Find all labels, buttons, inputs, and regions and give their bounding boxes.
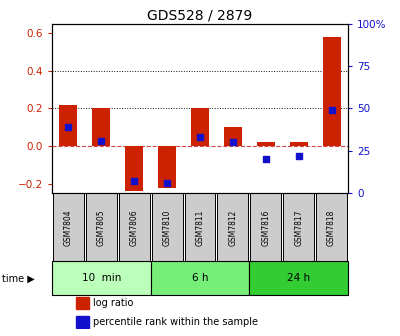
- Bar: [152, 194, 182, 261]
- Text: GSM7812: GSM7812: [228, 209, 237, 246]
- Text: GSM7816: GSM7816: [261, 209, 270, 246]
- Point: [164, 180, 170, 186]
- Bar: [316, 194, 347, 261]
- Text: GSM7811: GSM7811: [196, 209, 204, 246]
- Bar: [151, 261, 249, 295]
- Bar: [224, 127, 242, 146]
- Bar: [92, 109, 110, 146]
- Bar: [86, 194, 117, 261]
- Text: GSM7817: GSM7817: [294, 209, 303, 246]
- Point: [98, 138, 104, 143]
- Bar: [52, 261, 151, 295]
- Text: 6 h: 6 h: [192, 273, 208, 283]
- Bar: [290, 142, 308, 146]
- Text: GSM7805: GSM7805: [97, 209, 106, 246]
- Bar: [158, 146, 176, 188]
- Bar: [76, 297, 89, 309]
- Text: GSM7806: GSM7806: [130, 209, 139, 246]
- Point: [197, 135, 203, 140]
- Bar: [322, 37, 340, 146]
- Point: [296, 153, 302, 159]
- Point: [131, 179, 138, 184]
- Bar: [76, 316, 89, 328]
- Point: [328, 108, 335, 113]
- Bar: [184, 194, 216, 261]
- Bar: [119, 194, 150, 261]
- Bar: [249, 261, 348, 295]
- Bar: [125, 146, 143, 192]
- Text: GSM7804: GSM7804: [64, 209, 73, 246]
- Bar: [53, 194, 84, 261]
- Bar: [250, 194, 281, 261]
- Point: [230, 140, 236, 145]
- Text: 24 h: 24 h: [287, 273, 310, 283]
- Bar: [283, 194, 314, 261]
- Bar: [59, 105, 78, 146]
- Bar: [218, 194, 248, 261]
- Bar: [257, 142, 275, 146]
- Text: log ratio: log ratio: [94, 298, 134, 308]
- Text: 10  min: 10 min: [82, 273, 121, 283]
- Text: GSM7810: GSM7810: [163, 209, 172, 246]
- Text: percentile rank within the sample: percentile rank within the sample: [94, 317, 258, 327]
- Point: [262, 157, 269, 162]
- Title: GDS528 / 2879: GDS528 / 2879: [147, 8, 253, 23]
- Bar: [191, 109, 209, 146]
- Point: [65, 124, 72, 130]
- Text: GSM7818: GSM7818: [327, 209, 336, 246]
- Text: time ▶: time ▶: [2, 273, 35, 283]
